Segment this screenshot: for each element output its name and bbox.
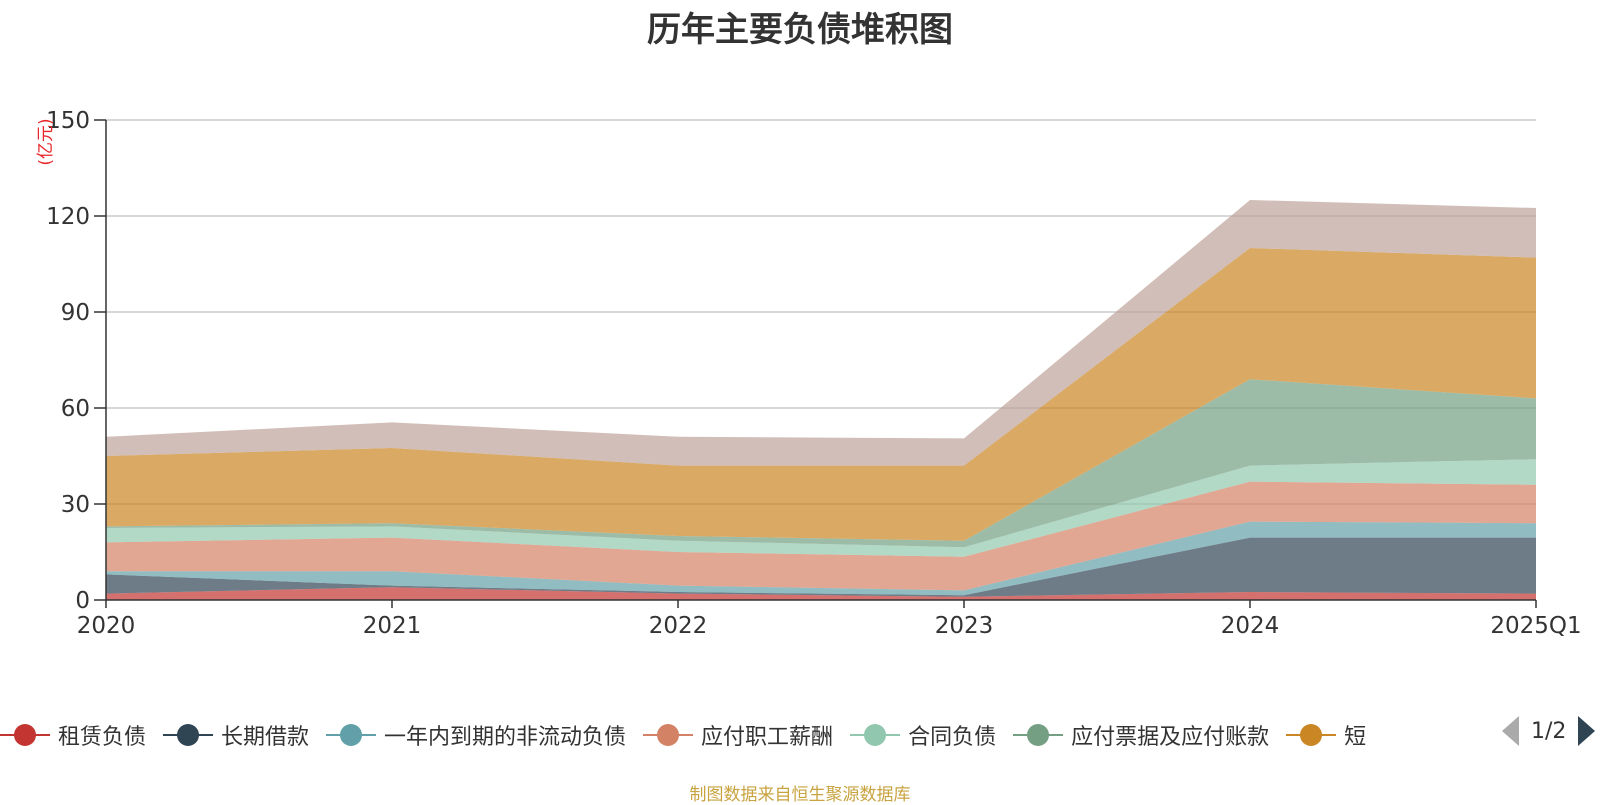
area-series-5[interactable] bbox=[106, 379, 1536, 548]
x-tick-label: 2020 bbox=[77, 613, 136, 639]
legend-label: 租赁负债 bbox=[58, 725, 147, 750]
legend-page-indicator: 1/2 bbox=[1531, 718, 1567, 744]
legend-item[interactable]: 应付票据及应付账款 bbox=[1013, 719, 1269, 751]
y-tick-label: 90 bbox=[61, 300, 90, 326]
x-tick-label: 2024 bbox=[1221, 613, 1280, 639]
y-tick-label: 30 bbox=[61, 492, 90, 518]
legend-item[interactable]: 应付职工薪酬 bbox=[643, 719, 833, 751]
legend-label: 合同负债 bbox=[908, 725, 997, 750]
legend-marker-icon bbox=[0, 723, 50, 747]
legend-prev-page-icon[interactable] bbox=[1502, 716, 1519, 746]
area-series-2[interactable] bbox=[106, 521, 1536, 596]
legend: 租赁负债 长期借款 一年内到期的非流动负债 应付职工薪酬 合同负债 应付票据及应付账款 短 bbox=[0, 718, 1383, 752]
legend-marker-icon bbox=[1013, 723, 1064, 747]
y-tick-label: 0 bbox=[75, 588, 90, 614]
chart-title: 历年主要负债堆积图 bbox=[647, 10, 953, 50]
legend-item[interactable]: 租赁负债 bbox=[0, 719, 146, 751]
y-tick-label: 150 bbox=[46, 108, 90, 134]
legend-item[interactable]: 一年内到期的非流动负债 bbox=[326, 719, 626, 751]
legend-label: 应付票据及应付账款 bbox=[1071, 725, 1270, 750]
legend-label: 短 bbox=[1344, 725, 1367, 750]
area-series-1[interactable] bbox=[106, 537, 1536, 597]
x-tick-label: 2022 bbox=[649, 613, 708, 639]
legend-label: 应付职工薪酬 bbox=[701, 725, 834, 750]
x-tick-label: 2025Q1 bbox=[1490, 613, 1581, 639]
area-series-6[interactable] bbox=[106, 248, 1536, 541]
legend-item[interactable]: 合同负债 bbox=[850, 719, 996, 751]
legend-label: 长期借款 bbox=[221, 725, 310, 750]
legend-label: 一年内到期的非流动负债 bbox=[384, 725, 627, 750]
legend-item[interactable]: 短 bbox=[1286, 719, 1366, 751]
legend-marker-icon bbox=[326, 723, 377, 747]
area-series-0[interactable] bbox=[106, 587, 1536, 600]
legend-pager: 1/2 bbox=[1502, 716, 1596, 746]
y-axis-unit-label: (亿元) bbox=[36, 118, 56, 165]
y-tick-label: 60 bbox=[61, 396, 90, 422]
area-series-4[interactable] bbox=[106, 459, 1536, 557]
x-tick-label: 2021 bbox=[363, 613, 422, 639]
area-series-3[interactable] bbox=[106, 481, 1536, 591]
legend-marker-icon bbox=[850, 723, 901, 747]
legend-marker-icon bbox=[163, 723, 214, 747]
legend-item[interactable]: 长期借款 bbox=[163, 719, 309, 751]
y-tick-label: 120 bbox=[46, 204, 90, 230]
legend-marker-icon bbox=[643, 723, 694, 747]
x-tick-label: 2023 bbox=[935, 613, 994, 639]
data-source-note: 制图数据来自恒生聚源数据库 bbox=[689, 785, 911, 805]
legend-next-page-icon[interactable] bbox=[1578, 716, 1596, 746]
legend-marker-icon bbox=[1286, 723, 1337, 747]
area-series-7[interactable] bbox=[106, 200, 1536, 466]
